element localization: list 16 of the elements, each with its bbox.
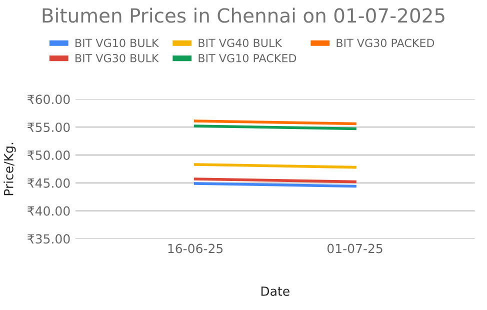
- legend-label: BIT VG40 BULK: [198, 38, 282, 48]
- x-tick-label: 01-07-25: [327, 244, 382, 254]
- legend-label: BIT VG30 BULK: [76, 54, 160, 62]
- legend-label: BIT VG10 BULK: [76, 38, 160, 48]
- y-tick-label: ₹50.00: [28, 150, 70, 160]
- legend-label: BIT VG30 PACKED: [336, 38, 434, 48]
- y-tick-label: ₹35.00: [28, 234, 70, 244]
- y-tick-label: ₹55.00: [28, 122, 70, 132]
- y-tick-label: ₹60.00: [28, 94, 70, 104]
- x-tick-label: 16-06-25: [168, 244, 223, 254]
- chart-title: Bitumen Prices in Chennai on 01-07-2025: [42, 8, 444, 23]
- legend-label: BIT VG10 PACKED: [198, 54, 296, 62]
- y-axis-title: Price/Kg.: [4, 142, 16, 196]
- y-tick-label: ₹40.00: [28, 206, 70, 216]
- y-tick-label: ₹45.00: [28, 178, 70, 188]
- x-axis-title: Date: [261, 286, 290, 296]
